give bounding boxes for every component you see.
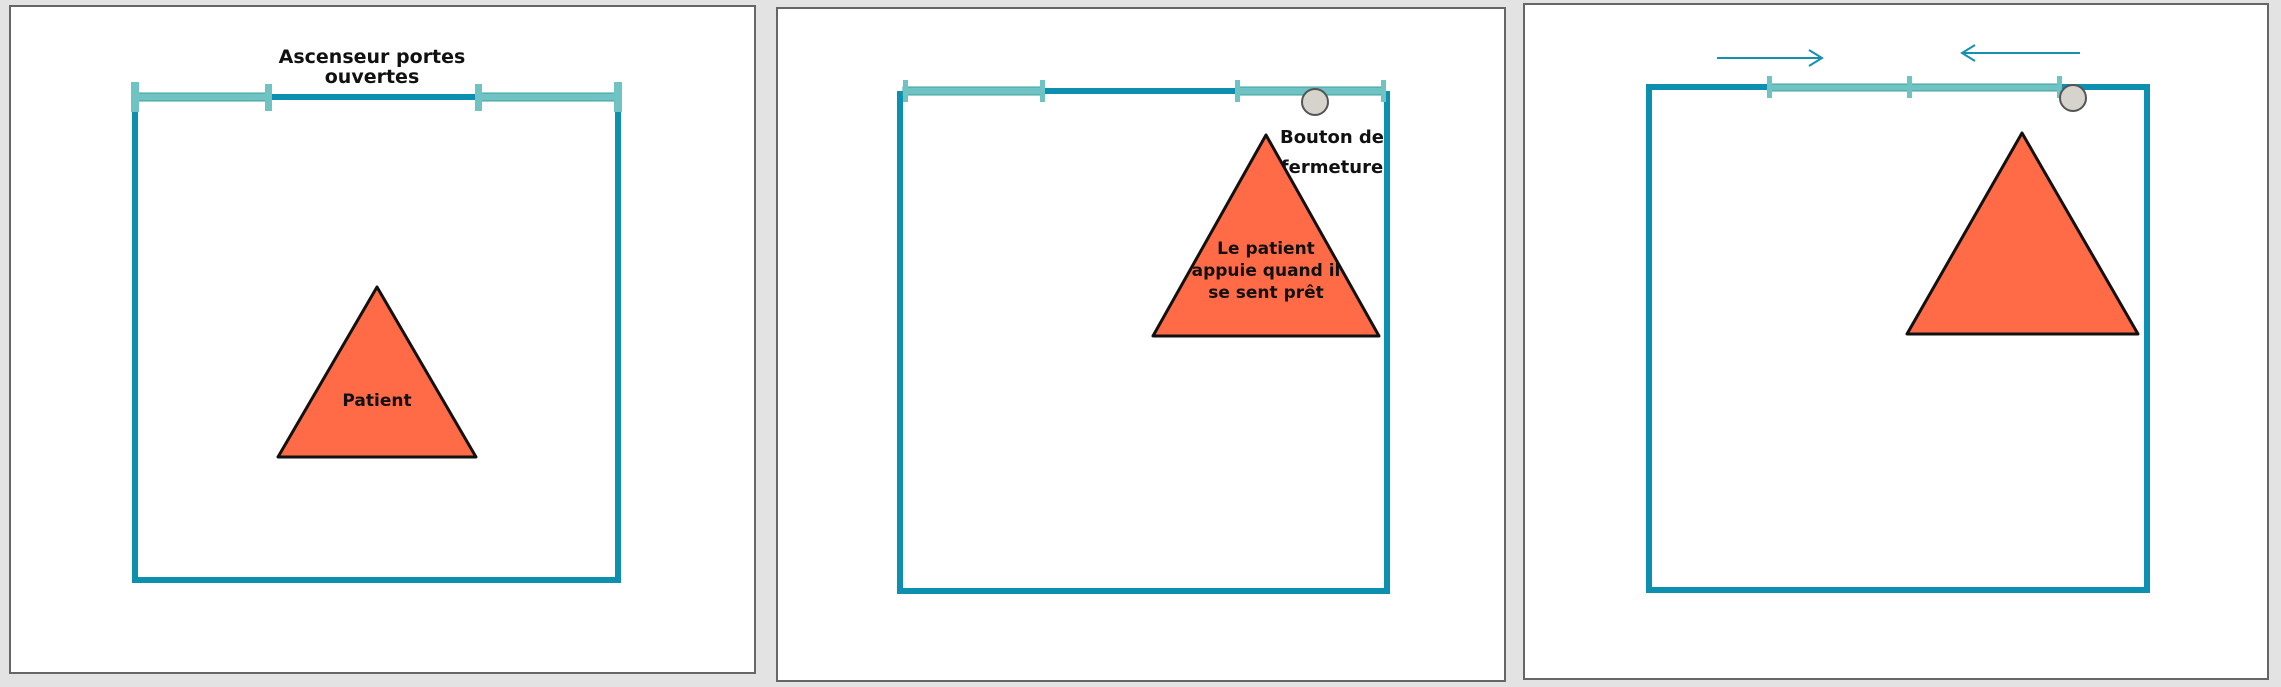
left-door-open (134, 92, 269, 102)
elevator-walls (132, 97, 621, 583)
panel-press-close-button: Bouton de fermeture Le patient appuie qu… (776, 7, 1506, 682)
patient-triangle (1905, 131, 2140, 336)
door-post-left (1767, 76, 1772, 98)
door-post-inner-right (475, 84, 482, 111)
panel-doors-open: Ascenseur portes ouvertes Patient (9, 5, 756, 674)
arrow-left-icon (1960, 44, 2080, 62)
panel-frame (1523, 3, 2269, 680)
door-post-middle (1907, 76, 1912, 98)
panel-doors-closing (1523, 3, 2269, 680)
left-door-open (902, 86, 1043, 96)
patient-triangle (1151, 133, 1381, 338)
panel-frame (776, 7, 1506, 682)
close-button-icon (1301, 88, 1329, 116)
door-post-right (2057, 76, 2062, 98)
elevator-doors-open-label-line-1: Ascenseur portes (279, 46, 466, 68)
patient-label-line-2: appuie quand il (1192, 261, 1341, 281)
door-post-inner-right (1235, 80, 1240, 102)
arrow-right-icon (1717, 49, 1824, 67)
door-post-inner-left (1040, 80, 1045, 102)
elevator-walls (897, 91, 1390, 594)
door-post-right (614, 82, 622, 112)
patient-triangle (276, 285, 478, 459)
door-post-left (131, 82, 139, 112)
close-button-icon (2059, 84, 2087, 112)
close-button-label-line-1: Bouton de (1280, 127, 1384, 148)
door-post-inner-left (265, 84, 272, 111)
elevator-doors-open-label-line-2: ouvertes (325, 66, 420, 88)
right-door-closing (1909, 83, 2061, 92)
left-door-closing (1769, 83, 1911, 92)
close-button-label-line-2: fermeture (1281, 157, 1383, 178)
door-post-right (1381, 80, 1386, 102)
right-door-open (478, 92, 619, 102)
door-post-left (903, 80, 908, 102)
patient-label: Patient (342, 391, 411, 411)
patient-label-line-3: se sent prêt (1208, 283, 1324, 303)
patient-label-line-1: Le patient (1217, 239, 1315, 259)
